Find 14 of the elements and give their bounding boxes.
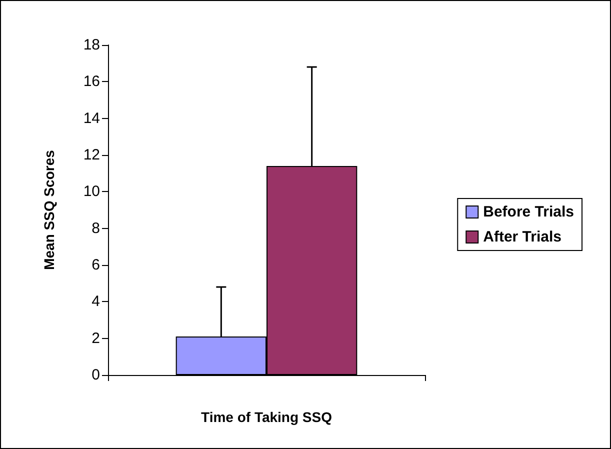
y-tick-label: 16 [83, 73, 100, 90]
x-axis-title: Time of Taking SSQ [201, 409, 332, 425]
y-tick-label: 0 [92, 366, 100, 384]
y-tick-label: 14 [83, 110, 100, 127]
y-tick-label: 6 [92, 256, 100, 274]
legend-label: Before Trials [483, 204, 574, 220]
y-tick-label: 18 [83, 36, 100, 54]
y-tick-label: 10 [83, 183, 100, 200]
y-tick-label: 8 [92, 220, 100, 237]
y-axis-title: Mean SSQ Scores [41, 150, 57, 270]
y-tick-label: 12 [83, 146, 100, 164]
y-tick-label: 4 [92, 293, 100, 310]
y-tick-label: 2 [92, 330, 100, 347]
legend-label: After Trials [483, 228, 562, 246]
